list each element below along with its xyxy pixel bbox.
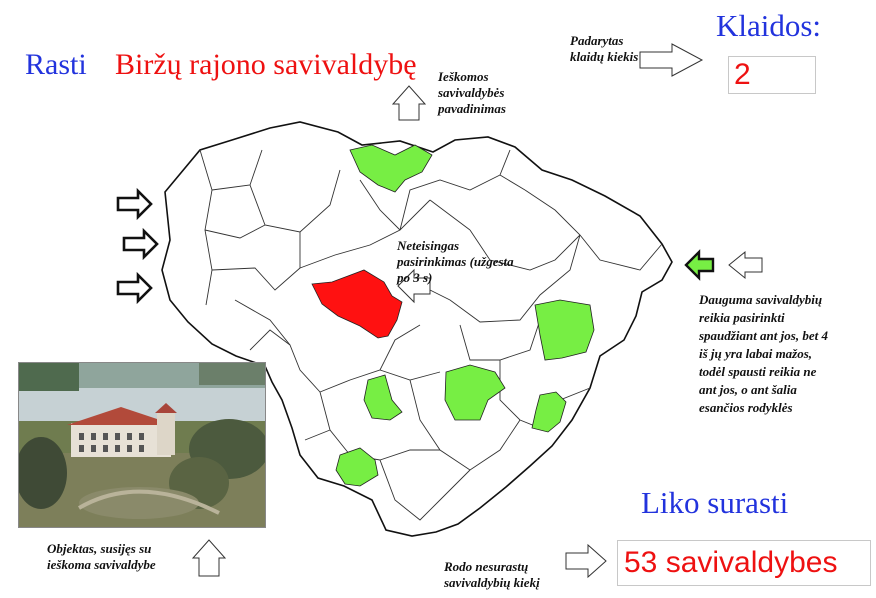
- wrong-selection-region[interactable]: [311, 269, 403, 339]
- related-object-photo: [18, 362, 266, 528]
- remaining-count-field: 53 savivaldybes: [617, 540, 871, 586]
- error-count-annotation: Padarytas klaidų kiekis: [570, 33, 639, 64]
- municipality-borders: [199, 149, 663, 521]
- outline-arrow-right-icon: [639, 43, 704, 77]
- outline-arrow-up-icon: [191, 539, 227, 577]
- outline-arrow-right-icon[interactable]: [122, 227, 159, 261]
- errors-label: Klaidos:: [716, 8, 822, 43]
- error-count-field: 2: [728, 56, 816, 94]
- wrong-selection-annotation: Neteisingas pasirinkimas (užgesta po 3 s…: [397, 238, 514, 285]
- outline-arrow-right-icon[interactable]: [116, 271, 153, 305]
- lithuania-map-outline: [161, 121, 673, 537]
- target-municipality-name: Biržų rajono savivaldybę: [115, 48, 417, 81]
- remaining-label: Liko surasti: [641, 485, 789, 520]
- outline-arrow-up-icon: [391, 85, 427, 121]
- outline-arrow-right-icon[interactable]: [116, 187, 153, 221]
- remaining-count-annotation: Rodo nesurastų savivaldybių kiekį: [444, 559, 540, 590]
- manor-photo-icon: [19, 363, 265, 527]
- small-regions-annotation: Dauguma savivaldybių reikia pasirinkti s…: [699, 292, 828, 415]
- outline-arrow-left-icon: [728, 250, 763, 280]
- green-arrow-left-icon[interactable]: [684, 249, 715, 281]
- found-label: Rasti: [25, 48, 87, 81]
- outline-arrow-left-icon: [397, 268, 431, 304]
- outline-arrow-right-icon: [565, 543, 607, 579]
- related-object-annotation: Objektas, susijęs su ieškoma savivaldybe: [47, 541, 156, 572]
- searched-name-annotation: Ieškomos savivaldybės pavadinimas: [438, 69, 506, 116]
- found-municipalities[interactable]: [335, 144, 595, 487]
